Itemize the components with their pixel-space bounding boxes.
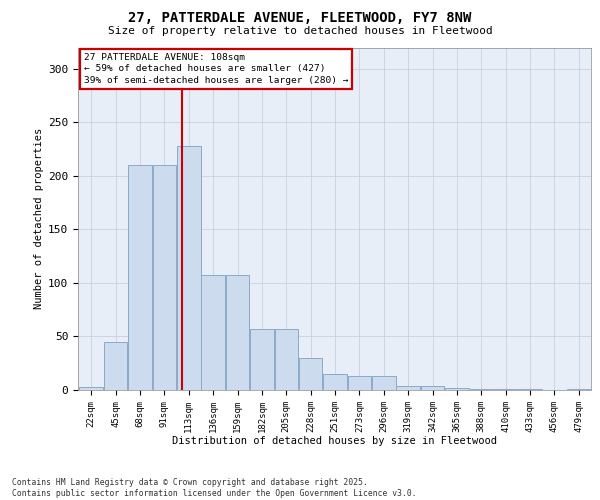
Bar (177, 146, 200, 390)
Bar (299, 358, 322, 390)
Bar (275, 329, 298, 390)
Bar (250, 329, 274, 390)
Bar (518, 389, 542, 390)
X-axis label: Distribution of detached houses by size in Fleetwood: Distribution of detached houses by size … (172, 436, 497, 446)
Bar (323, 374, 347, 390)
Bar (397, 386, 420, 390)
Bar (128, 165, 152, 390)
Text: 27 PATTERDALE AVENUE: 108sqm
← 59% of detached houses are smaller (427)
39% of s: 27 PATTERDALE AVENUE: 108sqm ← 59% of de… (84, 52, 349, 85)
Bar (567, 389, 590, 390)
Text: Size of property relative to detached houses in Fleetwood: Size of property relative to detached ho… (107, 26, 493, 36)
Bar (470, 389, 493, 390)
Text: Contains HM Land Registry data © Crown copyright and database right 2025.
Contai: Contains HM Land Registry data © Crown c… (12, 478, 416, 498)
Bar (226, 276, 249, 390)
Bar (104, 342, 127, 390)
Bar (372, 376, 395, 390)
Bar (347, 376, 371, 390)
Bar (494, 389, 517, 390)
Y-axis label: Number of detached properties: Number of detached properties (34, 128, 44, 310)
Bar (202, 276, 225, 390)
Bar (445, 388, 469, 390)
Bar (79, 387, 103, 390)
Bar (152, 165, 176, 390)
Text: 27, PATTERDALE AVENUE, FLEETWOOD, FY7 8NW: 27, PATTERDALE AVENUE, FLEETWOOD, FY7 8N… (128, 11, 472, 25)
Bar (421, 386, 445, 390)
